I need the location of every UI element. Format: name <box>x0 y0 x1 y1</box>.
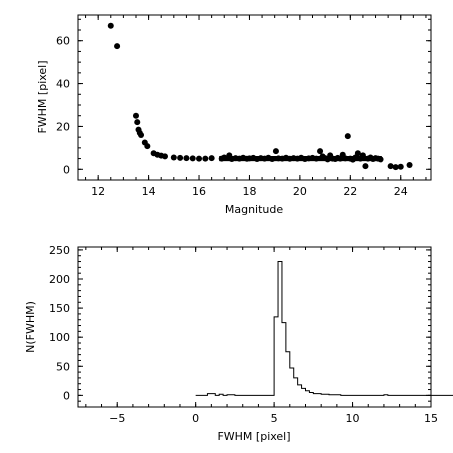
scatter-point <box>189 155 196 162</box>
scatter-point <box>397 163 404 170</box>
x-tick-label: 18 <box>242 185 256 198</box>
y-tick-label: 200 <box>49 273 70 286</box>
scatter-point <box>269 156 276 162</box>
scatter-plot-frame <box>77 14 432 181</box>
x-tick-label: 0 <box>192 412 199 425</box>
scatter-point <box>406 162 413 168</box>
histogram-x-axis-label: FWHM [pixel] <box>217 430 290 443</box>
x-tick-label: 20 <box>293 185 307 198</box>
y-tick-label: 150 <box>49 302 70 315</box>
y-tick-label: 20 <box>56 120 70 133</box>
scatter-point <box>317 148 324 155</box>
scatter-point <box>114 43 121 50</box>
x-tick-label: 10 <box>346 412 360 425</box>
x-tick-label: 15 <box>424 412 438 425</box>
scatter-point <box>208 155 215 162</box>
scatter-x-axis-label: Magnitude <box>225 203 284 216</box>
scatter-point <box>132 112 139 119</box>
x-tick-label: −5 <box>109 412 125 425</box>
y-tick-label: 250 <box>49 244 70 257</box>
x-tick-label: 16 <box>192 185 206 198</box>
scatter-y-axis-label: FWHM [pixel] <box>36 60 49 133</box>
y-tick-label: 50 <box>56 360 70 373</box>
scatter-point <box>221 154 228 161</box>
scatter-point <box>107 22 114 29</box>
scatter-point <box>196 155 203 162</box>
x-tick-label: 14 <box>142 185 156 198</box>
y-tick-label: 100 <box>49 331 70 344</box>
scatter-point <box>362 163 369 170</box>
scatter-point <box>134 119 141 126</box>
scatter-point <box>138 132 145 138</box>
y-tick-label: 60 <box>56 35 70 48</box>
scatter-point <box>161 153 168 160</box>
scatter-point <box>344 133 351 140</box>
scatter-ticks: 12 14 16 18 20 22 24 0 20 40 60 <box>56 15 431 198</box>
scatter-point <box>377 156 384 163</box>
scatter-point <box>183 155 190 162</box>
x-tick-label: 5 <box>271 412 278 425</box>
scatter-point <box>342 155 349 162</box>
histogram-plot-frame <box>77 246 432 408</box>
scatter-point <box>272 148 279 155</box>
scatter-point <box>387 163 394 170</box>
histogram-y-axis-label: N(FWHM) <box>24 301 37 353</box>
scatter-point <box>170 154 177 161</box>
histogram-line <box>195 261 453 396</box>
scatter-point <box>359 152 366 159</box>
scatter-point <box>144 143 151 150</box>
scatter-panel: 12 14 16 18 20 22 24 0 20 40 60 Magnitude FWHM [pi… <box>36 14 432 216</box>
scatter-point <box>354 150 361 157</box>
scatter-point <box>202 155 209 162</box>
x-tick-label: 24 <box>394 185 408 198</box>
x-tick-label: 22 <box>343 185 357 198</box>
x-tick-label: 12 <box>91 185 105 198</box>
scatter-point <box>392 164 399 171</box>
scatter-point <box>313 155 320 162</box>
y-tick-label: 40 <box>56 78 70 91</box>
y-tick-label: 0 <box>63 389 70 402</box>
y-tick-label: 0 <box>63 163 70 176</box>
scatter-point <box>177 154 184 161</box>
scatter-points <box>107 22 413 171</box>
